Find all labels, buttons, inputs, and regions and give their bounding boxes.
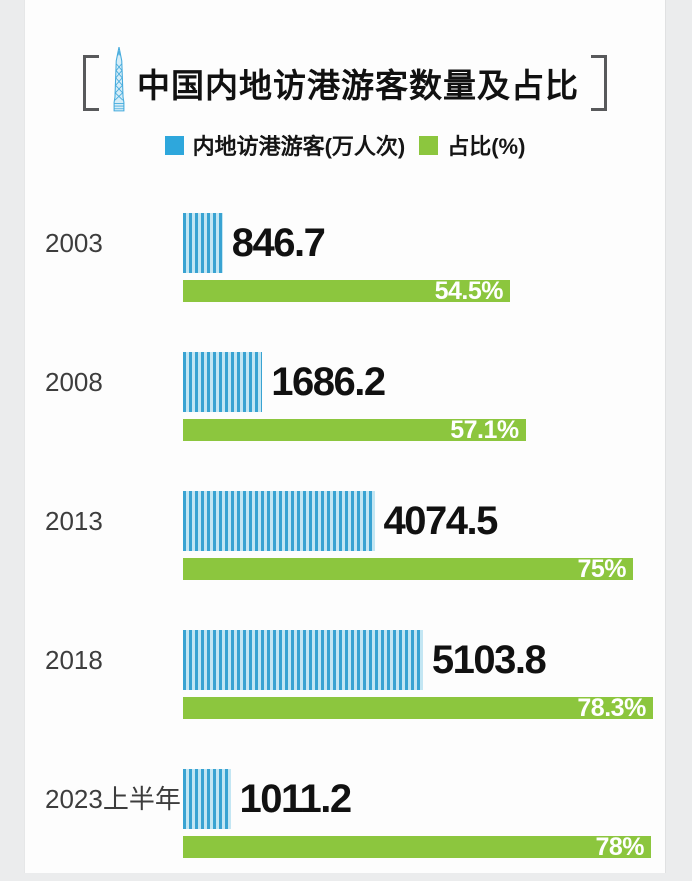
- bracket-left-icon: [83, 54, 99, 111]
- bracket-right-icon: [591, 54, 607, 111]
- title-row: 中国内地访港游客数量及占比: [25, 0, 665, 115]
- share-value: 54.5%: [434, 277, 504, 305]
- chart-rows: 2003 846.7 54.5% 2008 1686.2 57.1%: [25, 213, 665, 861]
- share-value: 78%: [595, 833, 644, 861]
- bar-group: 1686.2 57.1%: [183, 352, 665, 444]
- share-bar: 78.3%: [183, 694, 653, 722]
- share-legend-label: 占比(%): [447, 134, 526, 159]
- visitors-bar: [183, 769, 231, 829]
- visitors-bar: [183, 491, 375, 551]
- bar-group: 5103.8 78.3%: [183, 630, 665, 722]
- visitors-bar: [183, 352, 263, 412]
- visitors-value: 1686.2: [271, 359, 386, 404]
- chart-row: 2023上半年 1011.2 78%: [25, 769, 665, 861]
- share-bar: 54.5%: [183, 277, 510, 305]
- visitors-bar: [183, 630, 423, 690]
- year-label: 2013: [45, 506, 103, 536]
- visitors-value: 1011.2: [239, 776, 353, 821]
- visitors-value: 4074.5: [383, 498, 499, 543]
- share-value: 75%: [577, 555, 626, 583]
- share-swatch-icon: [419, 135, 439, 155]
- visitors-value: 846.7: [231, 220, 326, 265]
- year-label: 2018: [45, 645, 103, 675]
- visitors-bar: [183, 213, 223, 273]
- share-bar: 57.1%: [183, 416, 526, 444]
- bar-group: 4074.5 75%: [183, 491, 665, 583]
- legend-item-share: 占比(%): [419, 129, 525, 161]
- chart-card: 中国内地访港游客数量及占比 内地访港游客(万人次) 占比(%) 2003 846…: [24, 0, 666, 873]
- legend: 内地访港游客(万人次) 占比(%): [25, 129, 665, 161]
- page-title: 中国内地访港游客数量及占比: [137, 66, 579, 104]
- year-label: 2003: [45, 228, 103, 258]
- visitors-legend-label: 内地访港游客(万人次): [192, 134, 406, 159]
- year-label: 2008: [45, 367, 103, 397]
- chart-row: 2008 1686.2 57.1%: [25, 352, 665, 444]
- visitors-value: 5103.8: [431, 637, 547, 682]
- share-value: 78.3%: [577, 694, 646, 722]
- bar-group: 846.7 54.5%: [183, 213, 665, 305]
- chart-row: 2013 4074.5 75%: [25, 491, 665, 583]
- share-bar: 75%: [183, 555, 633, 583]
- chart-row: 2003 846.7 54.5%: [25, 213, 665, 305]
- tower-icon: [113, 46, 125, 111]
- chart-row: 2018 5103.8 78.3%: [25, 630, 665, 722]
- legend-item-visitors: 内地访港游客(万人次): [164, 129, 406, 161]
- share-bar: 78%: [183, 833, 651, 861]
- visitors-swatch-icon: [164, 135, 184, 155]
- year-label: 2023上半年: [45, 784, 181, 814]
- bar-group: 1011.2 78%: [183, 769, 665, 861]
- share-value: 57.1%: [450, 416, 519, 444]
